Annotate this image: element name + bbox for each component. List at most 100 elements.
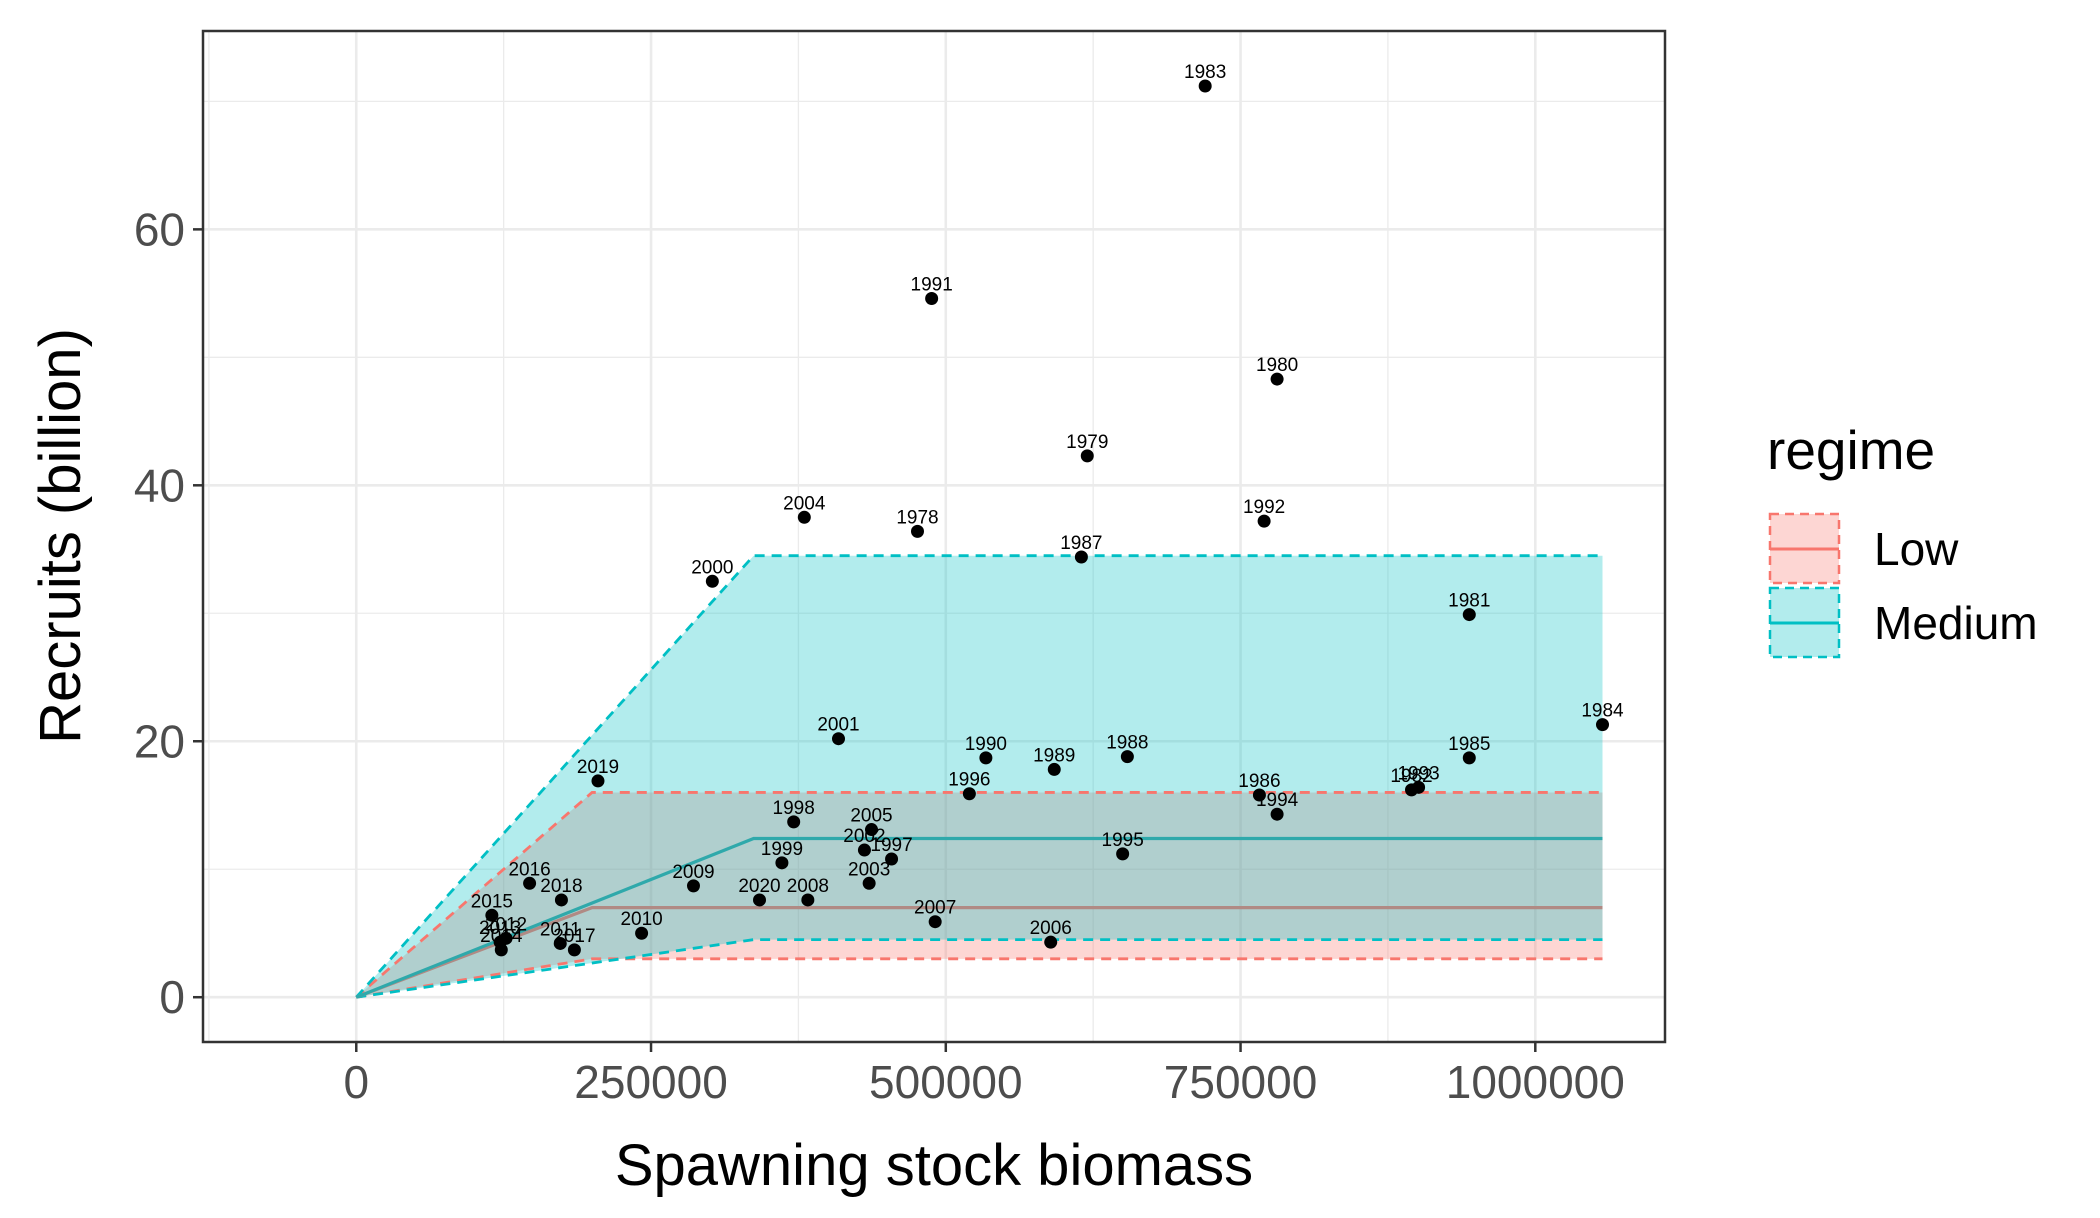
point-2003 [862,876,876,890]
point-1995 [1116,847,1130,861]
point-label-1994: 1994 [1256,790,1299,811]
point-1999 [775,856,789,870]
point-label-1992: 1992 [1243,497,1285,518]
point-1989 [1047,762,1061,776]
point-label-2019: 2019 [577,757,619,778]
legend-title: regime [1767,419,1935,481]
panel-border [201,29,1667,1044]
point-label-2003: 2003 [848,859,890,880]
point-label-1993: 1993 [1397,763,1439,784]
point-1983 [1198,79,1212,93]
data-points [485,79,1610,957]
grid-major [203,31,1665,1042]
point-label-1991: 1991 [911,274,953,295]
point-label-1984: 1984 [1581,701,1624,722]
point-label-1985: 1985 [1448,734,1490,755]
point-1992 [1257,514,1271,528]
x-tick-label: 750000 [1164,1056,1318,1108]
regime-ribbons [356,555,1603,998]
legend-entry-low: Low [1768,512,1959,585]
point-1984 [1596,718,1610,732]
point-2017 [567,943,581,957]
point-label-2005: 2005 [850,806,892,827]
point-label-2001: 2001 [817,715,859,736]
point-label-1995: 1995 [1102,830,1144,851]
point-1981 [1462,608,1476,622]
point-2011 [553,936,567,950]
point-1987 [1074,550,1088,564]
point-label-2015: 2015 [471,891,513,912]
point-label-1989: 1989 [1033,745,1075,766]
point-2016 [523,876,537,890]
legend-label-medium: Medium [1874,597,2038,649]
point-2007 [928,915,942,929]
point-label-1999: 1999 [761,839,803,860]
point-2005 [865,823,879,837]
point-1991 [925,291,939,305]
point-label-1980: 1980 [1256,355,1298,376]
point-label-2018: 2018 [540,876,582,897]
lower-bound-low [356,957,1603,999]
point-1980 [1270,372,1284,386]
point-2002 [857,843,871,857]
point-label-1982: 1982 [1390,766,1432,787]
point-2001 [831,732,845,746]
point-2006 [1044,935,1058,949]
point-label-2020: 2020 [738,876,780,897]
grid-minor [203,31,1665,1042]
point-1996 [962,787,976,801]
y-tick-label: 60 [134,203,185,255]
point-2010 [635,926,649,940]
point-label-2010: 2010 [620,909,662,930]
x-axis-title: Spawning stock biomass [615,1133,1253,1198]
point-2018 [554,893,568,907]
point-label-1997: 1997 [870,835,912,856]
point-2004 [797,510,811,524]
point-label-2016: 2016 [508,859,550,880]
point-label-1979: 1979 [1066,432,1108,453]
upper-bound-medium [355,554,1603,999]
point-label-1988: 1988 [1106,733,1148,754]
point-label-2002: 2002 [843,826,885,847]
point-labels: 1978 1979 1980 1981 1982 1983 1984 1985 1986 1987… [471,62,1624,947]
point-1988 [1120,750,1134,764]
y-axis: 0 20 40 60 [134,203,203,1023]
point-label-1983: 1983 [1184,62,1226,83]
point-label-2009: 2009 [672,862,714,883]
point-2014 [494,943,508,957]
legend-label-low: Low [1874,523,1959,575]
y-tick-label: 0 [159,971,185,1023]
ribbon-medium [356,555,1603,998]
y-tick-label: 20 [134,715,185,767]
point-label-2004: 2004 [783,493,826,514]
point-label-2013: 2013 [479,918,521,939]
point-label-1981: 1981 [1448,591,1490,612]
x-tick-label: 1000000 [1446,1056,1625,1108]
point-label-2007: 2007 [914,898,956,919]
upper-bound-low [355,791,1603,999]
point-2020 [753,893,767,907]
point-2009 [686,879,700,893]
y-tick-label: 40 [134,459,185,511]
median-line-medium [355,836,1603,999]
point-2019 [591,774,605,788]
point-1979 [1080,449,1094,463]
x-tick-label: 0 [343,1056,369,1108]
point-label-1987: 1987 [1060,533,1102,554]
legend: regime Low Medium [1767,419,2038,659]
point-label-1998: 1998 [773,798,815,819]
point-1993 [1412,780,1426,794]
point-label-1990: 1990 [965,734,1007,755]
point-label-2011: 2011 [540,919,581,940]
point-label-2006: 2006 [1030,918,1072,939]
point-label-2017: 2017 [553,926,595,947]
legend-entry-medium: Medium [1768,586,2038,659]
point-1990 [979,751,993,765]
x-axis: 0 250000 500000 750000 1000000 [343,1042,1625,1108]
point-1985 [1462,751,1476,765]
x-tick-label: 500000 [869,1056,1023,1108]
x-tick-label: 250000 [574,1056,728,1108]
point-1994 [1270,807,1284,821]
